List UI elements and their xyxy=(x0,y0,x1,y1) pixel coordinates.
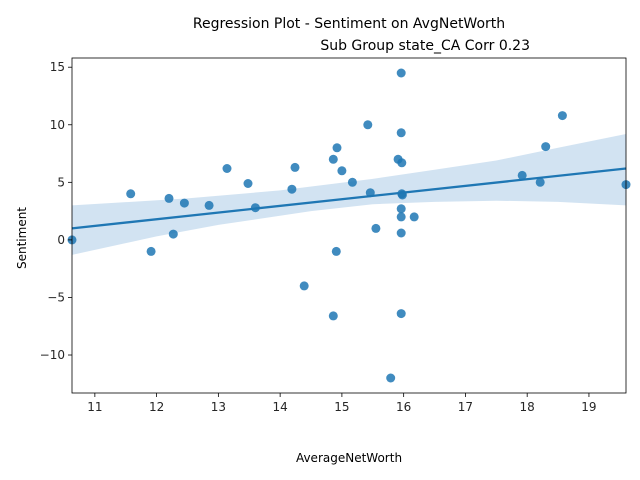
chart-title-line2: Sub Group state_CA Corr 0.23 xyxy=(320,38,530,54)
y-tick-label: 10 xyxy=(50,118,65,132)
data-point xyxy=(331,246,341,256)
data-point xyxy=(146,246,156,256)
data-point xyxy=(517,170,527,180)
data-point xyxy=(164,193,174,203)
x-tick-label: 13 xyxy=(211,400,226,414)
x-tick-label: 19 xyxy=(581,400,596,414)
data-point xyxy=(179,198,189,208)
y-axis-label: Sentiment xyxy=(15,207,29,269)
data-point xyxy=(386,373,396,383)
data-point xyxy=(332,143,342,153)
regression-line xyxy=(71,167,627,230)
data-point xyxy=(168,229,178,239)
x-tick-label: 17 xyxy=(458,400,473,414)
y-tick-label: −5 xyxy=(47,290,65,304)
data-point xyxy=(328,311,338,321)
data-point xyxy=(396,309,406,319)
y-tick-label: 0 xyxy=(57,233,65,247)
data-point xyxy=(222,164,232,173)
data-point xyxy=(287,184,297,194)
data-point xyxy=(290,162,300,172)
data-point xyxy=(396,204,406,214)
x-tick-label: 14 xyxy=(272,400,287,414)
data-point xyxy=(299,281,309,291)
data-point xyxy=(363,120,373,130)
x-tick-label: 15 xyxy=(334,400,349,414)
data-point xyxy=(409,212,419,222)
x-axis: 11 12 13 14 15 16 17 18 19 xyxy=(87,393,597,414)
y-tick-label: 5 xyxy=(57,175,65,189)
plot-frame xyxy=(71,57,627,394)
data-point xyxy=(396,212,406,222)
data-point xyxy=(126,189,136,199)
data-point xyxy=(243,179,253,188)
y-axis: 15 10 5 0 −5 −10 xyxy=(40,60,72,362)
data-point xyxy=(396,228,406,238)
confidence-band xyxy=(72,134,626,255)
data-point xyxy=(365,188,375,198)
x-tick-label: 12 xyxy=(149,400,164,414)
x-axis-label: AverageNetWorth xyxy=(296,451,402,465)
data-point xyxy=(250,203,260,213)
x-tick-label: 11 xyxy=(87,400,102,414)
scatter-points xyxy=(67,68,631,383)
data-point xyxy=(535,177,545,187)
data-point xyxy=(396,68,406,78)
y-tick-label: 15 xyxy=(50,60,65,74)
data-point xyxy=(541,142,551,152)
data-point xyxy=(371,223,381,233)
chart-title-line1: Regression Plot - Sentiment on AvgNetWor… xyxy=(193,16,505,32)
data-point xyxy=(204,200,214,210)
x-tick-label: 16 xyxy=(396,400,411,414)
data-point xyxy=(397,190,407,200)
data-point xyxy=(396,128,406,138)
data-point xyxy=(337,166,347,176)
plot-area xyxy=(67,57,631,394)
data-point xyxy=(557,111,567,121)
x-tick-label: 18 xyxy=(520,400,535,414)
data-point xyxy=(347,177,357,187)
data-point xyxy=(328,154,338,164)
data-point xyxy=(397,158,407,168)
y-tick-label: −10 xyxy=(40,348,65,362)
